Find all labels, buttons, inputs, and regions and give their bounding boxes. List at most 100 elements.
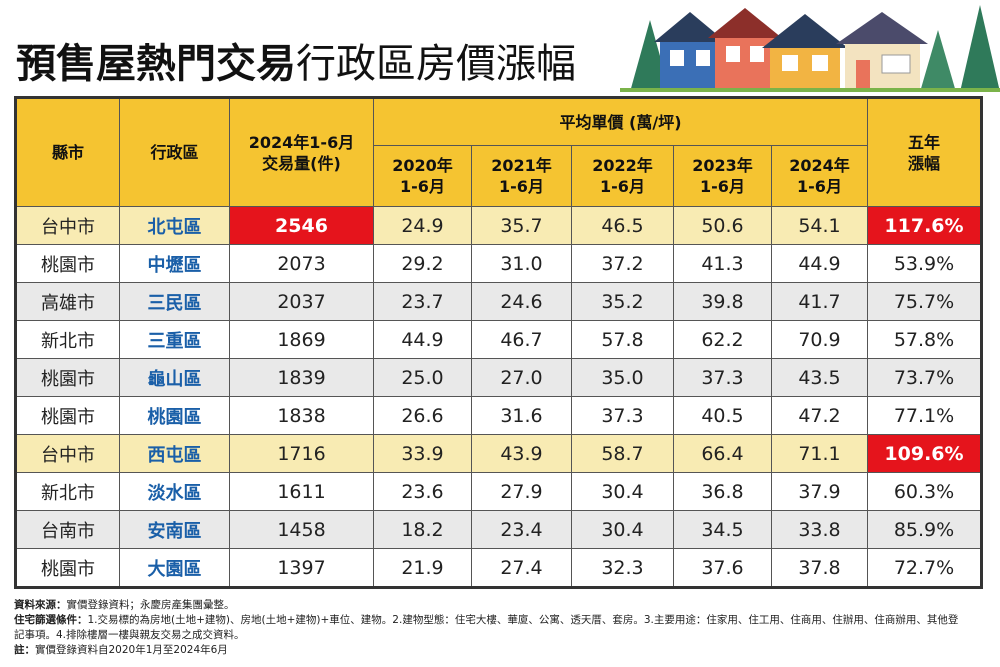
price-cell: 43.5 bbox=[771, 358, 868, 397]
price-cell: 39.8 bbox=[673, 282, 772, 321]
price-cell: 47.2 bbox=[771, 396, 868, 435]
header-line: 1-6月 bbox=[600, 177, 645, 196]
table-row: 桃園市 桃園區 1838 26.6 31.6 37.3 40.5 47.2 77.1% bbox=[15, 396, 982, 435]
table-row: 桃園市 龜山區 1839 25.0 27.0 35.0 37.3 43.5 73.7% bbox=[15, 358, 982, 397]
growth-cell: 117.6% bbox=[867, 206, 982, 245]
header-line: 1-6月 bbox=[797, 177, 842, 196]
note-text: 1.交易標的為房地(土地+建物)、房地(土地+建物)+車位、建物。2.建物型態：… bbox=[14, 614, 959, 641]
price-cell: 36.8 bbox=[673, 472, 772, 511]
table-row: 新北市 淡水區 1611 23.6 27.9 30.4 36.8 37.9 60.3% bbox=[15, 472, 982, 511]
price-cell: 24.9 bbox=[373, 206, 472, 245]
price-cell: 44.9 bbox=[373, 320, 472, 359]
city-cell: 桃園市 bbox=[15, 548, 120, 588]
price-cell: 43.9 bbox=[471, 434, 572, 473]
district-cell: 龜山區 bbox=[119, 358, 230, 397]
volume-cell: 1869 bbox=[229, 320, 374, 359]
price-cell: 26.6 bbox=[373, 396, 472, 435]
header-volume: 2024年1-6月 交易量(件) bbox=[229, 97, 374, 207]
price-cell: 27.4 bbox=[471, 548, 572, 588]
header-period: 2020年 1-6月 bbox=[373, 145, 472, 207]
volume-cell: 2037 bbox=[229, 282, 374, 321]
volume-cell: 1838 bbox=[229, 396, 374, 435]
table-row: 台中市 北屯區 2546 24.9 35.7 46.5 50.6 54.1 117.6% bbox=[15, 206, 982, 245]
growth-cell: 60.3% bbox=[867, 472, 982, 511]
header-period: 2023年 1-6月 bbox=[673, 145, 772, 207]
header-line: 2024年 bbox=[789, 156, 850, 175]
title: 預售屋熱門交易行政區房價漲幅 bbox=[16, 40, 576, 88]
city-cell: 新北市 bbox=[15, 320, 120, 359]
district-cell: 三重區 bbox=[119, 320, 230, 359]
price-cell: 30.4 bbox=[571, 510, 674, 549]
price-cell: 23.7 bbox=[373, 282, 472, 321]
note-label: 資料來源： bbox=[14, 599, 67, 611]
district-cell: 北屯區 bbox=[119, 206, 230, 245]
table-row: 桃園市 大園區 1397 21.9 27.4 32.3 37.6 37.8 72.7% bbox=[15, 548, 982, 588]
header-line: 2022年 bbox=[592, 156, 653, 175]
note: 住宅篩選條件：1.交易標的為房地(土地+建物)、房地(土地+建物)+車位、建物。… bbox=[14, 613, 964, 643]
price-cell: 27.9 bbox=[471, 472, 572, 511]
price-cell: 34.5 bbox=[673, 510, 772, 549]
price-cell: 30.4 bbox=[571, 472, 674, 511]
price-cell: 70.9 bbox=[771, 320, 868, 359]
price-cell: 62.2 bbox=[673, 320, 772, 359]
growth-cell: 53.9% bbox=[867, 244, 982, 283]
header-price-group: 平均單價 (萬/坪) bbox=[373, 97, 868, 146]
header-line: 交易量(件) bbox=[262, 153, 341, 173]
volume-cell: 1611 bbox=[229, 472, 374, 511]
growth-cell: 72.7% bbox=[867, 548, 982, 588]
table-row: 高雄市 三民區 2037 23.7 24.6 35.2 39.8 41.7 75.7% bbox=[15, 282, 982, 321]
volume-cell: 1716 bbox=[229, 434, 374, 473]
volume-cell: 2546 bbox=[229, 206, 374, 245]
district-cell: 桃園區 bbox=[119, 396, 230, 435]
price-cell: 37.6 bbox=[673, 548, 772, 588]
header-growth: 五年 漲幅 bbox=[867, 97, 982, 207]
price-cell: 54.1 bbox=[771, 206, 868, 245]
volume-cell: 1397 bbox=[229, 548, 374, 588]
price-cell: 41.3 bbox=[673, 244, 772, 283]
header-line: 1-6月 bbox=[499, 177, 544, 196]
title-regular: 行政區房價漲幅 bbox=[296, 41, 576, 87]
note: 註：實價登錄資料自2020年1月至2024年6月 bbox=[14, 643, 964, 658]
header-line: 2024年1-6月 bbox=[248, 132, 355, 152]
price-cell: 66.4 bbox=[673, 434, 772, 473]
price-cell: 21.9 bbox=[373, 548, 472, 588]
price-cell: 37.8 bbox=[771, 548, 868, 588]
table-row: 桃園市 中壢區 2073 29.2 31.0 37.2 41.3 44.9 53.9% bbox=[15, 244, 982, 283]
header-district: 行政區 bbox=[119, 97, 230, 207]
city-cell: 桃園市 bbox=[15, 396, 120, 435]
city-cell: 台中市 bbox=[15, 206, 120, 245]
price-cell: 24.6 bbox=[471, 282, 572, 321]
district-cell: 大園區 bbox=[119, 548, 230, 588]
growth-cell: 109.6% bbox=[867, 434, 982, 473]
header-line: 2021年 bbox=[491, 156, 552, 175]
growth-cell: 75.7% bbox=[867, 282, 982, 321]
header-city: 縣市 bbox=[15, 97, 120, 207]
price-cell: 57.8 bbox=[571, 320, 674, 359]
volume-cell: 1839 bbox=[229, 358, 374, 397]
header-periods: 2020年 1-6月 2021年 1-6月 2022年 1-6月 2023年 1-6月 2024… bbox=[16, 145, 982, 207]
price-cell: 46.5 bbox=[571, 206, 674, 245]
price-cell: 33.9 bbox=[373, 434, 472, 473]
growth-cell: 85.9% bbox=[867, 510, 982, 549]
district-cell: 淡水區 bbox=[119, 472, 230, 511]
table-row: 台中市 西屯區 1716 33.9 43.9 58.7 66.4 71.1 109.6% bbox=[15, 434, 982, 473]
city-cell: 台中市 bbox=[15, 434, 120, 473]
price-cell: 31.6 bbox=[471, 396, 572, 435]
volume-cell: 1458 bbox=[229, 510, 374, 549]
header-line: 漲幅 bbox=[907, 153, 940, 173]
price-cell: 46.7 bbox=[471, 320, 572, 359]
houses-illustration bbox=[620, 5, 1000, 92]
header-period: 2024年 1-6月 bbox=[771, 145, 868, 207]
price-cell: 33.8 bbox=[771, 510, 868, 549]
price-cell: 50.6 bbox=[673, 206, 772, 245]
price-cell: 35.2 bbox=[571, 282, 674, 321]
price-cell: 37.2 bbox=[571, 244, 674, 283]
header-line: 1-6月 bbox=[400, 177, 445, 196]
header-line: 2023年 bbox=[692, 156, 753, 175]
table-body: 台中市 北屯區 2546 24.9 35.7 46.5 50.6 54.1 117.6% 桃園市中… bbox=[15, 206, 982, 588]
price-cell: 35.0 bbox=[571, 358, 674, 397]
header-line: 2020年 bbox=[392, 156, 453, 175]
price-cell: 37.3 bbox=[571, 396, 674, 435]
district-cell: 西屯區 bbox=[119, 434, 230, 473]
city-cell: 新北市 bbox=[15, 472, 120, 511]
